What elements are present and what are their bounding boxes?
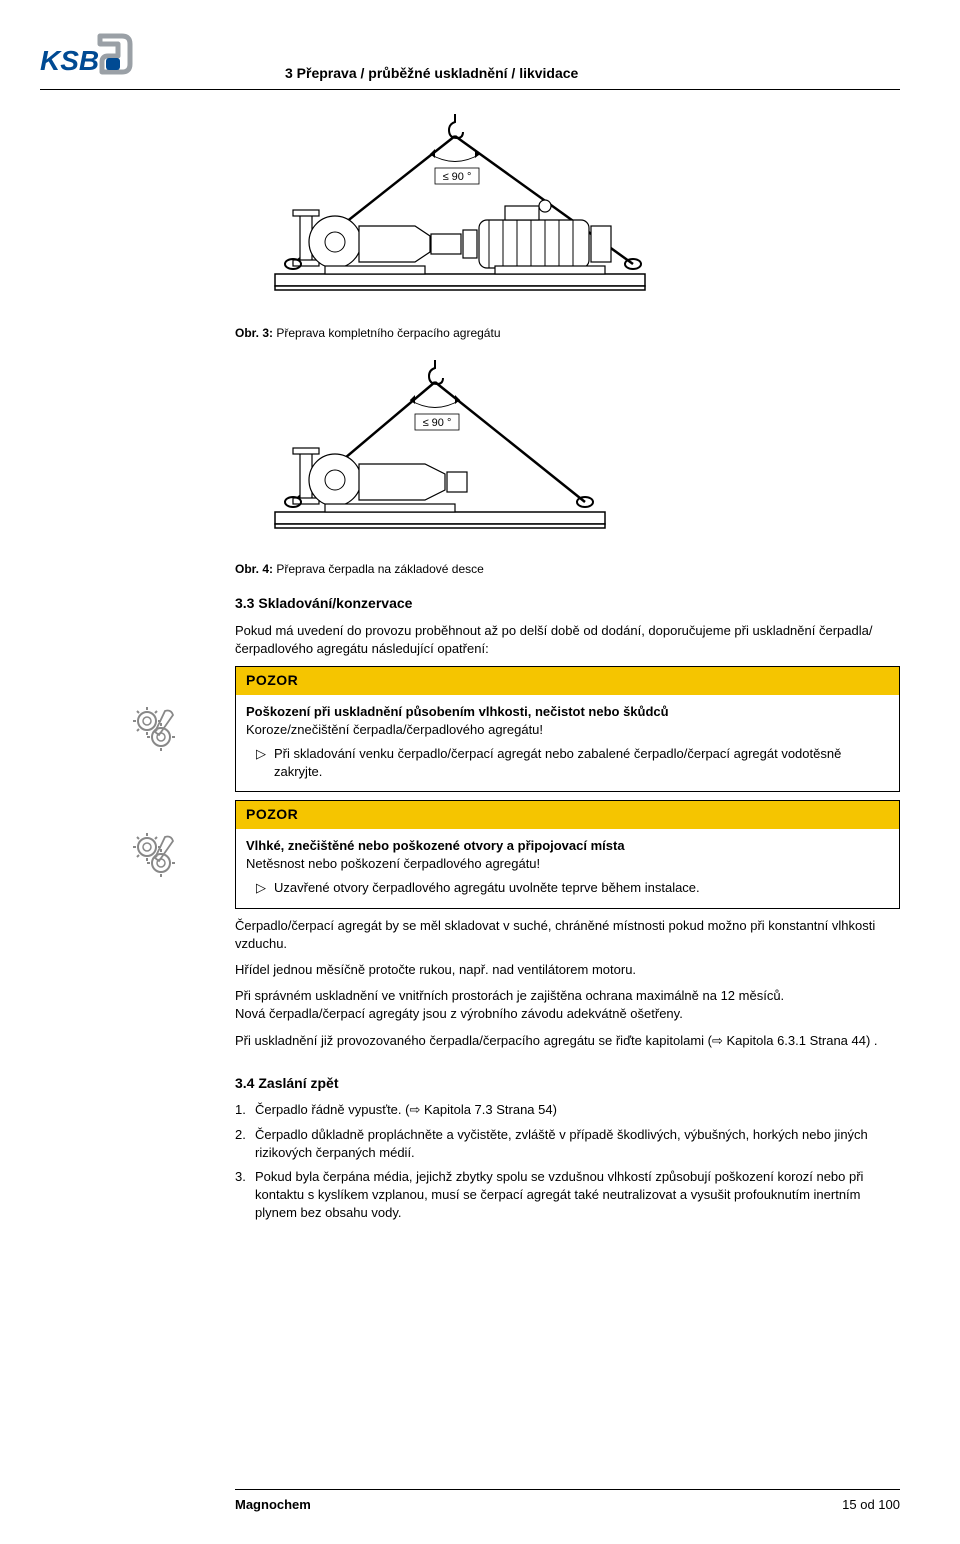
section33-intro: Pokud má uvedení do provozu proběhnout a… — [235, 622, 900, 658]
list-item: 2.Čerpadlo důkladně propláchněte a vyčis… — [235, 1126, 900, 1162]
para-storage-3: Při správném uskladnění ve vnitřních pro… — [235, 987, 900, 1023]
callout1-line1: Koroze/znečištění čerpadla/čerpadlového … — [246, 721, 889, 739]
fig4-angle-label: ≤ 90 ° — [423, 417, 452, 429]
callout1-bullet: Při skladování venku čerpadlo/čerpací ag… — [274, 745, 889, 781]
fig4-caption-text: Přeprava čerpadla na základové desce — [273, 562, 484, 576]
return-steps-list: 1.Čerpadlo řádně vypusťte. (⇨ Kapitola 7… — [235, 1101, 900, 1222]
figure-3: ≤ 90 ° — [235, 114, 900, 319]
maintenance-icon — [75, 666, 235, 792]
fig4-caption-prefix: Obr. 4: — [235, 562, 273, 576]
page: KSB 3 Přeprava / průběžné uskladnění / l… — [0, 0, 960, 1544]
ksb-logo: KSB — [40, 30, 135, 83]
footer-page-number: 15 od 100 — [842, 1496, 900, 1514]
para-storage-3a: Při správném uskladnění ve vnitřních pro… — [235, 988, 784, 1003]
page-header: KSB 3 Přeprava / průběžné uskladnění / l… — [40, 30, 900, 90]
step-3-text: Pokud byla čerpána média, jejichž zbytky… — [255, 1168, 900, 1223]
footer-doc-name: Magnochem — [235, 1496, 311, 1514]
page-footer: Magnochem 15 od 100 — [235, 1489, 900, 1514]
bullet-marker: ▷ — [256, 879, 266, 897]
para-storage-2: Hřídel jednou měsíčně protočte rukou, na… — [235, 961, 900, 979]
maintenance-icon — [75, 800, 235, 908]
heading-3-4: 3.4 Zaslání zpět — [235, 1074, 900, 1094]
para-storage-4: Při uskladnění již provozovaného čerpadl… — [235, 1032, 900, 1050]
step-2-text: Čerpadlo důkladně propláchněte a vyčistě… — [255, 1126, 900, 1162]
callout2-line1: Netěsnost nebo poškození čerpadlového ag… — [246, 855, 889, 873]
figure-4-caption: Obr. 4: Přeprava čerpadla na základové d… — [235, 561, 900, 578]
figure-3-caption: Obr. 3: Přeprava kompletního čerpacího a… — [235, 325, 900, 342]
step-1-text: Čerpadlo řádně vypusťte. (⇨ Kapitola 7.3… — [255, 1101, 557, 1119]
bullet-marker: ▷ — [256, 745, 266, 781]
callout1-strong: Poškození při uskladnění působením vlhko… — [246, 703, 889, 721]
callout-pozor-1: POZOR Poškození při uskladnění působením… — [75, 666, 900, 792]
callout2-strong: Vlhké, znečištěné nebo poškozené otvory … — [246, 837, 889, 855]
heading-3-3: 3.3 Skladování/konzervace — [235, 594, 900, 614]
fig3-caption-prefix: Obr. 3: — [235, 326, 273, 340]
para-storage-3b: Nová čerpadla/čerpací agregáty jsou z vý… — [235, 1006, 683, 1021]
list-item: 1.Čerpadlo řádně vypusťte. (⇨ Kapitola 7… — [235, 1101, 900, 1119]
main-content: ≤ 90 ° — [235, 114, 900, 658]
callout-pozor-2: POZOR Vlhké, znečištěné nebo poškozené o… — [75, 800, 900, 908]
fig3-caption-text: Přeprava kompletního čerpacího agregátu — [273, 326, 500, 340]
svg-text:KSB: KSB — [40, 45, 99, 76]
callout2-title: POZOR — [236, 801, 899, 829]
fig3-angle-label: ≤ 90 ° — [443, 171, 472, 183]
callout2-bullet: Uzavřené otvory čerpadlového agregátu uv… — [274, 879, 700, 897]
para-storage-1: Čerpadlo/čerpací agregát by se měl sklad… — [235, 917, 900, 953]
figure-4: ≤ 90 ° — [235, 360, 900, 555]
callout1-title: POZOR — [236, 667, 899, 695]
header-section-ref: 3 Přeprava / průběžné uskladnění / likvi… — [285, 64, 578, 84]
list-item: 3.Pokud byla čerpána média, jejichž zbyt… — [235, 1168, 900, 1223]
